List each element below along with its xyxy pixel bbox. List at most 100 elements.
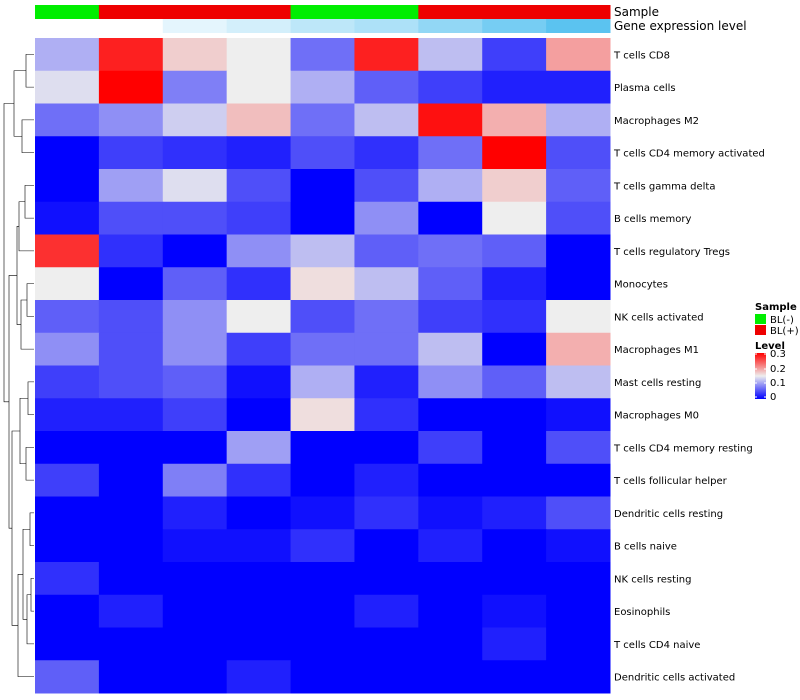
sample-annotation-cell (418, 5, 483, 19)
heatmap-cell (162, 529, 228, 563)
legend: Sample BL(-) BL(+) Level 0.3 0.2 0.1 0 (755, 302, 799, 403)
heatmap-cell (162, 38, 228, 72)
heatmap-cell (418, 496, 483, 530)
gene-expression-annotation-cell (35, 19, 100, 33)
heatmap-cell (418, 103, 483, 137)
heatmap-cell (546, 332, 611, 366)
heatmap-cell (35, 300, 100, 334)
heatmap-cell (226, 332, 292, 366)
heatmap-cell (290, 169, 355, 203)
sample-annotation-cell (482, 5, 547, 19)
heatmap-cell (546, 431, 611, 465)
heatmap-cell (482, 38, 547, 72)
heatmap-cell (162, 136, 228, 170)
heatmap-cell (35, 38, 100, 72)
heatmap-cell (98, 529, 164, 563)
heatmap-cell (546, 136, 611, 170)
heatmap-cell (226, 103, 292, 137)
heatmap-cell (98, 267, 164, 301)
heatmap-cell (35, 398, 100, 432)
heatmap-cell (226, 136, 292, 170)
heatmap-cell (98, 660, 164, 694)
heatmap-cell (482, 169, 547, 203)
heatmap-cell (290, 103, 355, 137)
heatmap-cell (290, 38, 355, 72)
legend-level-colorbar (755, 353, 766, 399)
heatmap-cell (354, 365, 419, 399)
heatmap-cell (35, 332, 100, 366)
heatmap-cell (226, 529, 292, 563)
heatmap-cell (354, 529, 419, 563)
heatmap-cell (98, 201, 164, 235)
dendrogram-branch (11, 430, 20, 626)
legend-level-tick-2: 0.1 (770, 378, 786, 389)
dendrogram-branch (17, 573, 34, 677)
heatmap-cell (35, 365, 100, 399)
heatmap-cell (418, 398, 483, 432)
heatmap-cell (546, 365, 611, 399)
dendrogram-branch (13, 70, 26, 137)
heatmap-cell (546, 38, 611, 72)
dendrogram-branch (18, 201, 34, 252)
dendrogram-branch (22, 528, 30, 620)
heatmap-cell (354, 234, 419, 268)
heatmap-cell (354, 463, 419, 497)
dendrogram-branch (8, 275, 17, 529)
heatmap-cell (418, 201, 483, 235)
heatmap-cell (482, 529, 547, 563)
heatmap-cell (546, 627, 611, 661)
dendrogram-branch (3, 103, 14, 403)
heatmap-cells (35, 38, 611, 694)
sample-annotation-cell (162, 5, 228, 19)
heatmap-cell (35, 660, 100, 694)
dendrogram-branch (20, 299, 34, 350)
sample-annotation-cell (226, 5, 292, 19)
gene-expression-annotation-cell (418, 19, 483, 33)
heatmap-cell (290, 70, 355, 104)
heatmap-cell (482, 201, 547, 235)
row-label: NK cells activated (614, 312, 704, 323)
heatmap-cell (98, 38, 164, 72)
heatmap-cell (290, 660, 355, 694)
heatmap-cell (290, 627, 355, 661)
heatmap-cell (35, 627, 100, 661)
row-label: T cells follicular helper (613, 476, 728, 487)
heatmap-cell (98, 463, 164, 497)
dendrogram-branch (21, 119, 34, 153)
heatmap-cell (354, 267, 419, 301)
row-label: NK cells resting (614, 574, 691, 585)
heatmap-cell (354, 627, 419, 661)
dendrogram-branch (27, 381, 34, 415)
heatmap-cell (162, 234, 228, 268)
heatmap-cell (418, 70, 483, 104)
heatmap-cell (482, 398, 547, 432)
heatmap-cell (482, 70, 547, 104)
heatmap-cell (226, 201, 292, 235)
heatmap-cell (98, 332, 164, 366)
heatmap-cell (482, 660, 547, 694)
heatmap-cell (226, 267, 292, 301)
heatmap-cell (98, 496, 164, 530)
heatmap-cell (162, 201, 228, 235)
heatmap-cell (290, 136, 355, 170)
heatmap-cell (35, 594, 100, 628)
heatmap-cell (162, 169, 228, 203)
heatmap-cell (354, 562, 419, 596)
dendrogram-branch (19, 397, 28, 465)
heatmap-cell (98, 300, 164, 334)
heatmap-cell (482, 496, 547, 530)
heatmap-cell (162, 627, 228, 661)
row-label: Dendritic cells activated (614, 673, 735, 684)
row-label: T cells regulatory Tregs (613, 247, 730, 258)
row-label: Monocytes (614, 280, 668, 291)
heatmap-cell (482, 103, 547, 137)
heatmap-cell (546, 496, 611, 530)
row-labels: T cells CD8 Plasma cells Macrophages M2 T c… (613, 50, 765, 683)
heatmap-cell (482, 627, 547, 661)
heatmap-cell (98, 398, 164, 432)
heatmap-cell (354, 38, 419, 72)
heatmap-cell (35, 169, 100, 203)
row-label: Macrophages M1 (614, 345, 699, 356)
heatmap-cell (354, 660, 419, 694)
